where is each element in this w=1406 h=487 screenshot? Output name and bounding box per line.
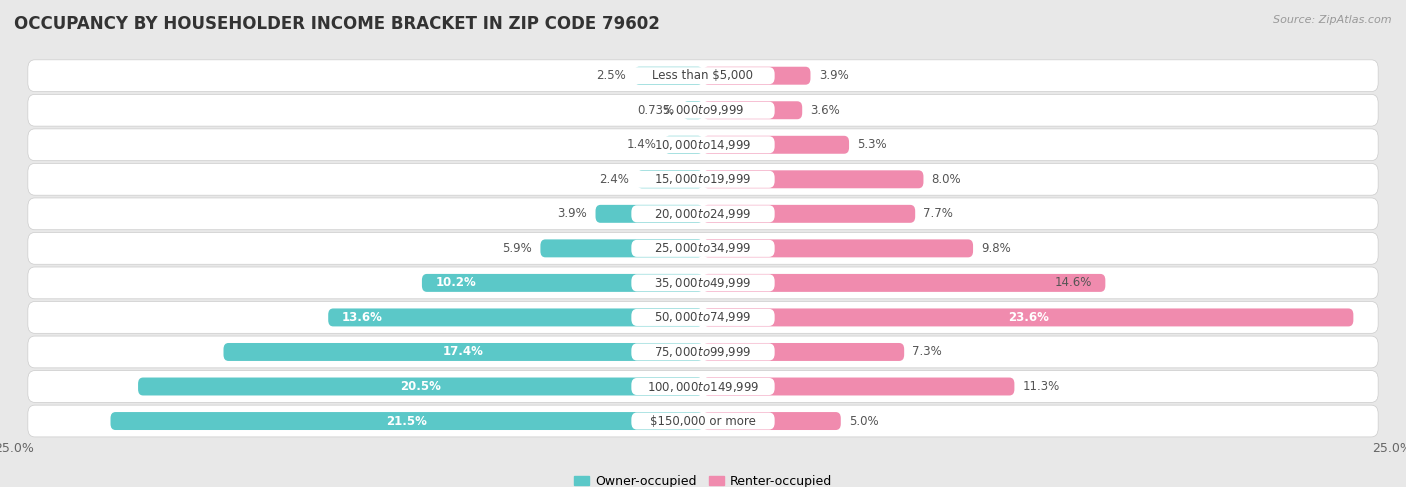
FancyBboxPatch shape xyxy=(683,101,703,119)
FancyBboxPatch shape xyxy=(631,309,775,326)
Text: $5,000 to $9,999: $5,000 to $9,999 xyxy=(662,103,744,117)
FancyBboxPatch shape xyxy=(138,377,703,395)
Text: 21.5%: 21.5% xyxy=(387,414,427,428)
Text: 14.6%: 14.6% xyxy=(1054,277,1091,289)
FancyBboxPatch shape xyxy=(637,170,703,188)
FancyBboxPatch shape xyxy=(28,164,1378,195)
Text: 11.3%: 11.3% xyxy=(1022,380,1060,393)
FancyBboxPatch shape xyxy=(703,101,803,119)
FancyBboxPatch shape xyxy=(631,206,775,223)
FancyBboxPatch shape xyxy=(596,205,703,223)
FancyBboxPatch shape xyxy=(631,67,775,84)
Text: 23.6%: 23.6% xyxy=(1008,311,1049,324)
FancyBboxPatch shape xyxy=(422,274,703,292)
FancyBboxPatch shape xyxy=(634,67,703,85)
Text: 3.9%: 3.9% xyxy=(558,207,588,220)
FancyBboxPatch shape xyxy=(703,240,973,257)
FancyBboxPatch shape xyxy=(703,274,1105,292)
FancyBboxPatch shape xyxy=(703,136,849,154)
FancyBboxPatch shape xyxy=(28,94,1378,126)
FancyBboxPatch shape xyxy=(703,308,1354,326)
Text: $50,000 to $74,999: $50,000 to $74,999 xyxy=(654,310,752,324)
Text: OCCUPANCY BY HOUSEHOLDER INCOME BRACKET IN ZIP CODE 79602: OCCUPANCY BY HOUSEHOLDER INCOME BRACKET … xyxy=(14,15,659,33)
Text: 8.0%: 8.0% xyxy=(932,173,962,186)
FancyBboxPatch shape xyxy=(703,377,1014,395)
Text: 0.73%: 0.73% xyxy=(637,104,675,117)
Text: 5.3%: 5.3% xyxy=(858,138,887,151)
FancyBboxPatch shape xyxy=(631,412,775,430)
Text: 7.3%: 7.3% xyxy=(912,345,942,358)
FancyBboxPatch shape xyxy=(28,60,1378,92)
FancyBboxPatch shape xyxy=(703,67,810,85)
Legend: Owner-occupied, Renter-occupied: Owner-occupied, Renter-occupied xyxy=(568,470,838,487)
FancyBboxPatch shape xyxy=(28,405,1378,437)
Text: 17.4%: 17.4% xyxy=(443,345,484,358)
FancyBboxPatch shape xyxy=(631,102,775,119)
FancyBboxPatch shape xyxy=(28,301,1378,333)
Text: 2.5%: 2.5% xyxy=(596,69,626,82)
FancyBboxPatch shape xyxy=(28,129,1378,161)
Text: 13.6%: 13.6% xyxy=(342,311,382,324)
FancyBboxPatch shape xyxy=(703,205,915,223)
FancyBboxPatch shape xyxy=(631,240,775,257)
FancyBboxPatch shape xyxy=(224,343,703,361)
Text: $25,000 to $34,999: $25,000 to $34,999 xyxy=(654,242,752,255)
Text: Source: ZipAtlas.com: Source: ZipAtlas.com xyxy=(1274,15,1392,25)
FancyBboxPatch shape xyxy=(28,336,1378,368)
FancyBboxPatch shape xyxy=(703,343,904,361)
Text: 1.4%: 1.4% xyxy=(626,138,657,151)
Text: 10.2%: 10.2% xyxy=(436,277,477,289)
Text: $10,000 to $14,999: $10,000 to $14,999 xyxy=(654,138,752,152)
Text: $150,000 or more: $150,000 or more xyxy=(650,414,756,428)
FancyBboxPatch shape xyxy=(28,198,1378,230)
Text: 5.0%: 5.0% xyxy=(849,414,879,428)
FancyBboxPatch shape xyxy=(540,240,703,257)
Text: 20.5%: 20.5% xyxy=(401,380,441,393)
FancyBboxPatch shape xyxy=(703,170,924,188)
Text: $35,000 to $49,999: $35,000 to $49,999 xyxy=(654,276,752,290)
FancyBboxPatch shape xyxy=(111,412,703,430)
FancyBboxPatch shape xyxy=(631,171,775,188)
FancyBboxPatch shape xyxy=(631,343,775,360)
Text: 2.4%: 2.4% xyxy=(599,173,628,186)
FancyBboxPatch shape xyxy=(703,412,841,430)
Text: $100,000 to $149,999: $100,000 to $149,999 xyxy=(647,379,759,393)
Text: $75,000 to $99,999: $75,000 to $99,999 xyxy=(654,345,752,359)
FancyBboxPatch shape xyxy=(328,308,703,326)
Text: $15,000 to $19,999: $15,000 to $19,999 xyxy=(654,172,752,187)
FancyBboxPatch shape xyxy=(28,371,1378,402)
FancyBboxPatch shape xyxy=(631,378,775,395)
Text: Less than $5,000: Less than $5,000 xyxy=(652,69,754,82)
Text: 3.9%: 3.9% xyxy=(818,69,848,82)
Text: 3.6%: 3.6% xyxy=(810,104,841,117)
FancyBboxPatch shape xyxy=(28,267,1378,299)
Text: 9.8%: 9.8% xyxy=(981,242,1011,255)
Text: 5.9%: 5.9% xyxy=(502,242,531,255)
FancyBboxPatch shape xyxy=(631,136,775,153)
Text: 7.7%: 7.7% xyxy=(924,207,953,220)
FancyBboxPatch shape xyxy=(28,232,1378,264)
FancyBboxPatch shape xyxy=(631,274,775,291)
Text: $20,000 to $24,999: $20,000 to $24,999 xyxy=(654,207,752,221)
FancyBboxPatch shape xyxy=(665,136,703,154)
